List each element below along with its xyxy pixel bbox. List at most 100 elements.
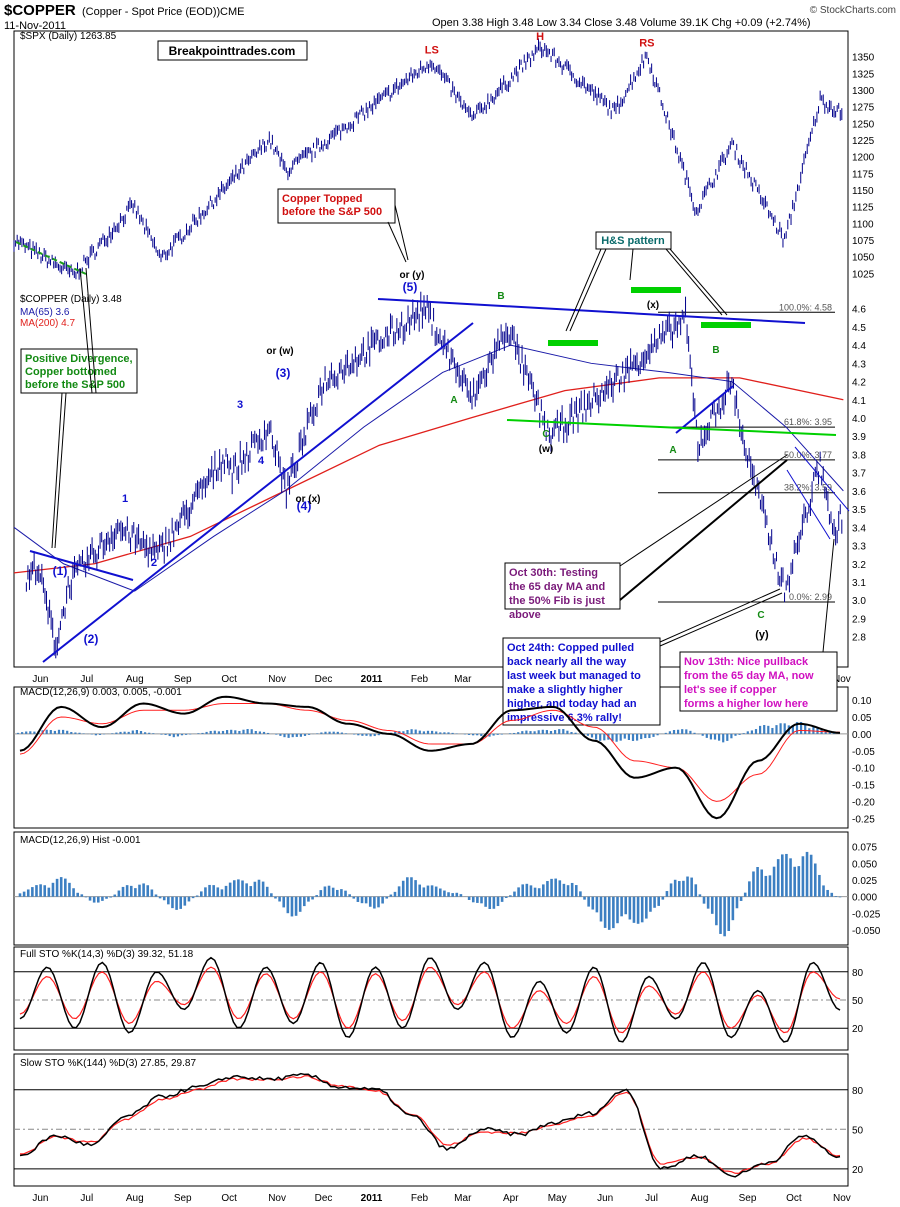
hist-y-tick: 0.000 — [852, 893, 877, 904]
callout-pointer — [387, 221, 407, 263]
oct30-text: above — [509, 609, 541, 621]
callout-pointer — [619, 454, 788, 567]
price-x-tick: Jun — [32, 674, 48, 685]
spx-y-tick: 1025 — [852, 269, 875, 280]
price-x-tick: Aug — [126, 674, 144, 685]
oct24-text: higher, and today had an — [507, 698, 637, 710]
callout-pointer — [85, 267, 97, 394]
ma200-line — [13, 377, 844, 574]
spx-y-tick: 1200 — [852, 153, 875, 164]
copper-y-tick: 3.2 — [852, 560, 866, 571]
oct30-text: the 65 day MA and — [509, 581, 605, 593]
wave-label: C — [542, 429, 549, 440]
ma65-legend: MA(65) 3.6 — [20, 307, 70, 318]
callout-pointer — [565, 248, 602, 332]
wave-label: (2) — [84, 632, 99, 646]
slowsto-y-tick: 20 — [852, 1165, 864, 1176]
bottom-x-tick: Jun — [32, 1193, 48, 1204]
copper-y-tick: 3.5 — [852, 505, 866, 516]
price-x-tick: Nov — [268, 674, 286, 685]
spx-y-tick: 1125 — [852, 203, 874, 214]
macd-y-tick: 0.10 — [852, 696, 872, 707]
price-x-tick: Oct — [221, 674, 237, 685]
positive-divergence-box — [20, 348, 138, 394]
macd-y-tick: -0.05 — [852, 747, 875, 758]
spx-y-tick: 1100 — [852, 219, 874, 230]
bottom-x-tick: Oct — [786, 1193, 802, 1204]
watermark-text: Breakpointtrades.com — [169, 44, 296, 58]
macd-line — [19, 695, 841, 820]
macd-y-tick: -0.15 — [852, 781, 875, 792]
copper-y-tick: 2.9 — [852, 614, 866, 625]
bottom-x-tick: Aug — [126, 1193, 144, 1204]
wave-label: 3 — [237, 399, 243, 411]
wave-label: A — [669, 445, 676, 456]
copper-legend: $COPPER (Daily) 3.48 — [20, 294, 122, 305]
copper-y-tick: 4.4 — [852, 341, 866, 352]
macd-hist-legend: MACD(12,26,9) Hist -0.001 — [20, 835, 141, 846]
fib-label: 38.2%: 3.59 — [784, 483, 832, 493]
full-sto-panel-frame — [13, 946, 849, 1051]
wave-label: B — [712, 345, 719, 356]
callout-pointer — [569, 248, 607, 332]
spx-y-tick: 1075 — [852, 236, 875, 247]
price-x-tick: Jul — [80, 674, 93, 685]
bottom-x-tick: Nov — [268, 1193, 286, 1204]
callout-pointer — [659, 592, 783, 647]
wave-label: (1) — [53, 564, 68, 578]
oct24-text: make a slightly higher — [507, 684, 623, 696]
oct24-text: back nearly all the way — [507, 656, 627, 668]
wave-label: C — [757, 610, 764, 621]
spx-y-tick: 1175 — [852, 169, 874, 180]
bottom-x-tick: Feb — [411, 1193, 429, 1204]
oct30-box — [504, 562, 621, 610]
bottom-x-tick: Mar — [454, 1193, 472, 1204]
bottom-x-tick: Jun — [597, 1193, 613, 1204]
down-channel-lower — [786, 469, 831, 540]
copper-topped-text: before the S&P 500 — [282, 206, 382, 218]
bottom-x-tick: Aug — [691, 1193, 709, 1204]
wave-label: (w) — [539, 444, 553, 455]
full-sto-legend: Full STO %K(14,3) %D(3) 39.32, 51.18 — [20, 949, 194, 960]
callout-pointer — [79, 267, 93, 394]
symbol-description: (Copper - Spot Price (EOD)) — [82, 6, 220, 18]
copper-y-tick: 3.7 — [852, 469, 866, 480]
wave-label: 1 — [122, 493, 128, 505]
spx-y-tick: 1350 — [852, 53, 875, 64]
hist-y-tick: 0.025 — [852, 876, 877, 887]
nov13-text: from the 65 day MA, now — [684, 670, 814, 682]
price-x-tick: Feb — [411, 674, 429, 685]
wave-label: B — [497, 291, 504, 302]
bottom-x-tick: Nov — [833, 1193, 851, 1204]
hs-label: LS — [425, 44, 439, 56]
bottom-x-tick: May — [548, 1193, 567, 1204]
macd-legend: MACD(12,26,9) 0.003, 0.005, -0.001 — [20, 687, 182, 698]
callout-pointer — [822, 538, 835, 653]
copper-topped-text: Copper Topped — [282, 193, 362, 205]
spx-y-tick: 1250 — [852, 119, 875, 130]
fib-label: 50.0%: 3.77 — [784, 450, 832, 460]
ab-trendline — [675, 385, 734, 434]
fib-label: 100.0%: 4.58 — [779, 302, 832, 312]
callout-pointer — [659, 588, 781, 643]
wave-label: (x) — [647, 300, 659, 311]
hist-y-tick: 0.050 — [852, 859, 877, 870]
oct24-text: impressive 6.3% rally! — [507, 712, 622, 724]
copper-y-tick: 4.3 — [852, 359, 866, 370]
wave-label: (4) — [297, 499, 312, 513]
fullsto-y-tick: 80 — [852, 968, 864, 979]
slow-sto-panel-frame — [13, 1053, 849, 1187]
hist-y-tick: -0.050 — [852, 926, 881, 937]
slowsto-y-tick: 80 — [852, 1086, 864, 1097]
callout-pointer — [665, 248, 723, 316]
copper-topped-box — [277, 188, 396, 224]
callout-pointer — [629, 248, 634, 281]
exchange-label: CME — [220, 6, 244, 18]
hs-pattern-text: H&S pattern — [601, 235, 665, 247]
price-x-tick: Dec — [315, 674, 333, 685]
fib-label: 0.0%: 2.99 — [789, 592, 832, 602]
fullsto-y-tick: 50 — [852, 996, 864, 1007]
copper-y-tick: 3.4 — [852, 523, 866, 534]
